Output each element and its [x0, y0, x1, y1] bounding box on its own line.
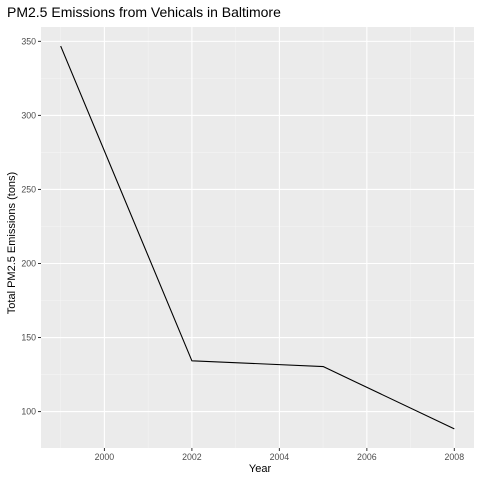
x-tick-label: 2000: [95, 452, 115, 462]
x-axis-ticks: 2000 2002 2004 2006 2008: [95, 448, 465, 462]
y-tick-label: 300: [21, 110, 36, 120]
x-tick-label: 2008: [445, 452, 465, 462]
x-tick-label: 2004: [270, 452, 290, 462]
y-axis-title: Total PM2.5 Emissions (tons): [6, 172, 18, 314]
x-axis-title: Year: [249, 463, 272, 475]
y-tick-label: 150: [21, 333, 36, 343]
chart-title: PM2.5 Emissions from Vehicals in Baltimo…: [7, 4, 281, 20]
y-tick-label: 200: [21, 258, 36, 268]
y-tick-label: 100: [21, 407, 36, 417]
y-tick-label: 350: [21, 36, 36, 46]
plot-panel: [41, 27, 474, 448]
y-axis-ticks: 100 150 200 250 300 350: [21, 36, 41, 416]
x-tick-label: 2006: [357, 452, 377, 462]
y-tick-label: 250: [21, 184, 36, 194]
x-tick-label: 2002: [182, 452, 202, 462]
